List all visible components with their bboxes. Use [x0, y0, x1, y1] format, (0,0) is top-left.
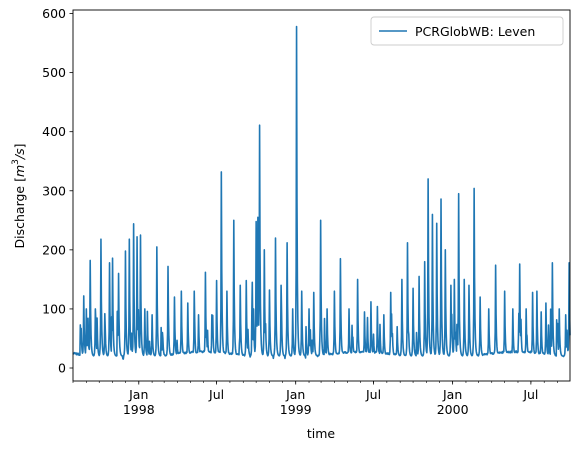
series-line-pcrglobwb-leven [72, 25, 571, 360]
x-tick-label: Jan [128, 387, 148, 402]
y-tick-label: 300 [42, 183, 66, 198]
legend-box [370, 16, 564, 46]
x-tick-label: Jan [285, 387, 305, 402]
y-axis-title: Discharge [m3/s] [11, 143, 27, 248]
y-tick-label: 100 [42, 301, 66, 316]
plot-area [72, 9, 571, 382]
y-tick-label: 600 [42, 6, 66, 21]
y-tick-label: 400 [42, 124, 66, 139]
series-layer [72, 25, 571, 360]
legend: PCRGlobWB: Leven [370, 16, 564, 46]
legend-label: PCRGlobWB: Leven [415, 24, 535, 39]
x-axis-title: time [307, 426, 336, 441]
x-tick-label: Jan [442, 387, 462, 402]
y-axis: 0 100 200 300 400 500 600 [42, 6, 73, 376]
x-tick-year-label: 1999 [280, 402, 312, 417]
y-tick-label: 0 [58, 361, 66, 376]
x-tick-year-label: 1998 [123, 402, 155, 417]
x-tick-label: Jul [522, 387, 538, 402]
x-tick-label: Jul [208, 387, 224, 402]
plot-frame [72, 9, 571, 382]
y-tick-label: 200 [42, 242, 66, 257]
x-tick-year-label: 2000 [437, 402, 469, 417]
x-tick-label: Jul [365, 387, 381, 402]
y-tick-label: 500 [42, 65, 66, 80]
